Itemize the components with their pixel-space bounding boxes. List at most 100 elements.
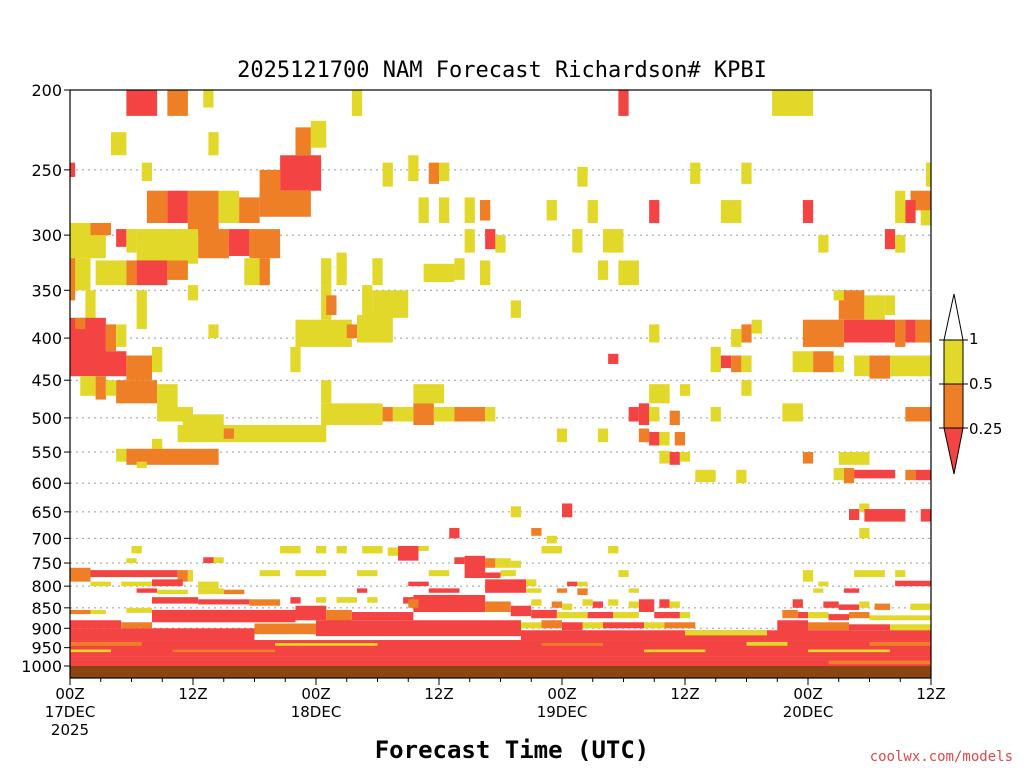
ri-region-yellow: [597, 428, 609, 443]
ri-region-orange: [259, 190, 311, 217]
ri-region-yellow: [808, 649, 890, 653]
ri-region-yellow: [280, 545, 301, 554]
ri-region-orange: [577, 588, 588, 595]
ri-region-yellow: [495, 235, 506, 253]
ground-band: [70, 666, 931, 678]
ri-region-yellow: [833, 355, 844, 373]
ri-region-red: [843, 588, 860, 593]
ri-region-red: [70, 620, 122, 629]
ri-region-red: [649, 431, 660, 446]
ri-region-yellow: [628, 601, 639, 608]
ri-region-yellow: [644, 622, 665, 629]
ri-region-yellow: [838, 452, 870, 465]
ri-region-red: [70, 162, 76, 177]
ri-region-orange: [731, 355, 742, 373]
ri-region-yellow: [556, 428, 568, 443]
ri-region-yellow: [157, 589, 188, 595]
y-tick-label: 900: [31, 619, 62, 638]
ri-region-orange: [254, 623, 316, 635]
ri-region-orange: [849, 612, 870, 619]
ri-region-red: [70, 351, 127, 377]
ri-region-yellow: [659, 450, 670, 464]
ri-region-red: [777, 620, 808, 633]
ri-region-yellow: [152, 438, 163, 449]
ri-region-red: [464, 555, 486, 573]
ri-region-orange: [828, 660, 931, 665]
ri-region-orange: [664, 622, 696, 629]
ri-region-red: [797, 612, 808, 619]
ri-region-orange: [259, 169, 281, 198]
ri-region-yellow: [454, 258, 465, 280]
ri-region-orange: [346, 324, 357, 339]
ri-region-yellow: [659, 431, 670, 446]
ri-region-yellow: [464, 197, 475, 223]
ri-region-yellow: [613, 612, 639, 619]
ri-region-yellow: [895, 570, 906, 578]
ri-region-red: [895, 580, 931, 587]
ri-region-yellow: [669, 601, 680, 608]
y-tick-label: 800: [31, 577, 62, 596]
ri-region-yellow: [90, 581, 111, 587]
ri-region-yellow: [259, 570, 281, 577]
ri-region-yellow: [126, 607, 152, 613]
ri-region-yellow: [152, 346, 163, 373]
ri-region-orange: [802, 319, 844, 347]
ri-region-yellow: [510, 300, 521, 318]
legend-arrow-top: [943, 293, 964, 341]
ri-region-yellow: [782, 403, 803, 422]
ri-region-red: [136, 260, 168, 286]
ri-region-yellow: [177, 425, 327, 443]
ri-region-orange: [126, 448, 219, 465]
ri-region-yellow: [321, 380, 332, 404]
ri-region-orange: [70, 258, 76, 301]
y-tick-label: 450: [31, 371, 62, 390]
ri-region-red: [398, 545, 419, 561]
ri-region-red: [562, 622, 583, 631]
ri-region-yellow: [813, 588, 824, 593]
ri-region-orange: [905, 469, 916, 481]
ri-region-orange: [382, 407, 393, 422]
ri-region-yellow: [70, 649, 111, 653]
ri-region-yellow: [741, 355, 752, 373]
ri-region-yellow: [531, 599, 542, 606]
ri-region-red: [792, 599, 803, 608]
ri-region-red: [295, 605, 327, 621]
ri-region-yellow: [577, 581, 588, 587]
ri-region-red: [116, 229, 127, 247]
ri-region-yellow: [741, 162, 752, 184]
x-tick-label: 12Z: [424, 685, 453, 703]
ri-region-yellow: [685, 630, 767, 636]
ri-region-orange: [551, 601, 562, 608]
ri-region-red: [203, 557, 214, 564]
ri-region-yellow: [751, 319, 762, 334]
y-tick-label: 350: [31, 281, 62, 300]
ri-region-red: [838, 604, 860, 610]
y-tick-label: 400: [31, 329, 62, 348]
ri-region-yellow: [649, 407, 660, 422]
ri-region-yellow: [833, 290, 844, 301]
ri-region-red: [854, 469, 896, 479]
ri-region-red: [485, 579, 527, 593]
ri-region-yellow: [464, 229, 475, 253]
ri-region-yellow: [418, 197, 429, 223]
ri-region-yellow: [890, 355, 931, 377]
ri-region-orange: [326, 609, 352, 623]
ri-region-red: [126, 90, 158, 116]
ri-region-orange: [239, 197, 260, 223]
ri-region-yellow: [618, 260, 639, 286]
credit-text: coolwx.com/models: [870, 749, 1013, 765]
ri-region-orange: [813, 351, 834, 373]
ri-region-orange: [413, 403, 434, 426]
ri-region-red: [849, 624, 890, 631]
ri-region-yellow: [890, 624, 931, 631]
ri-region-yellow: [290, 346, 301, 373]
ri-region-yellow: [187, 285, 199, 301]
ri-region-orange: [90, 222, 111, 236]
ri-region-orange: [75, 317, 86, 330]
ri-region-orange: [105, 324, 117, 352]
y-tick-label: 750: [31, 554, 62, 573]
legend-label-1: 1: [969, 330, 979, 348]
ri-region-red: [592, 601, 603, 608]
ri-region-red: [562, 503, 573, 518]
y-tick-label: 250: [31, 161, 62, 180]
